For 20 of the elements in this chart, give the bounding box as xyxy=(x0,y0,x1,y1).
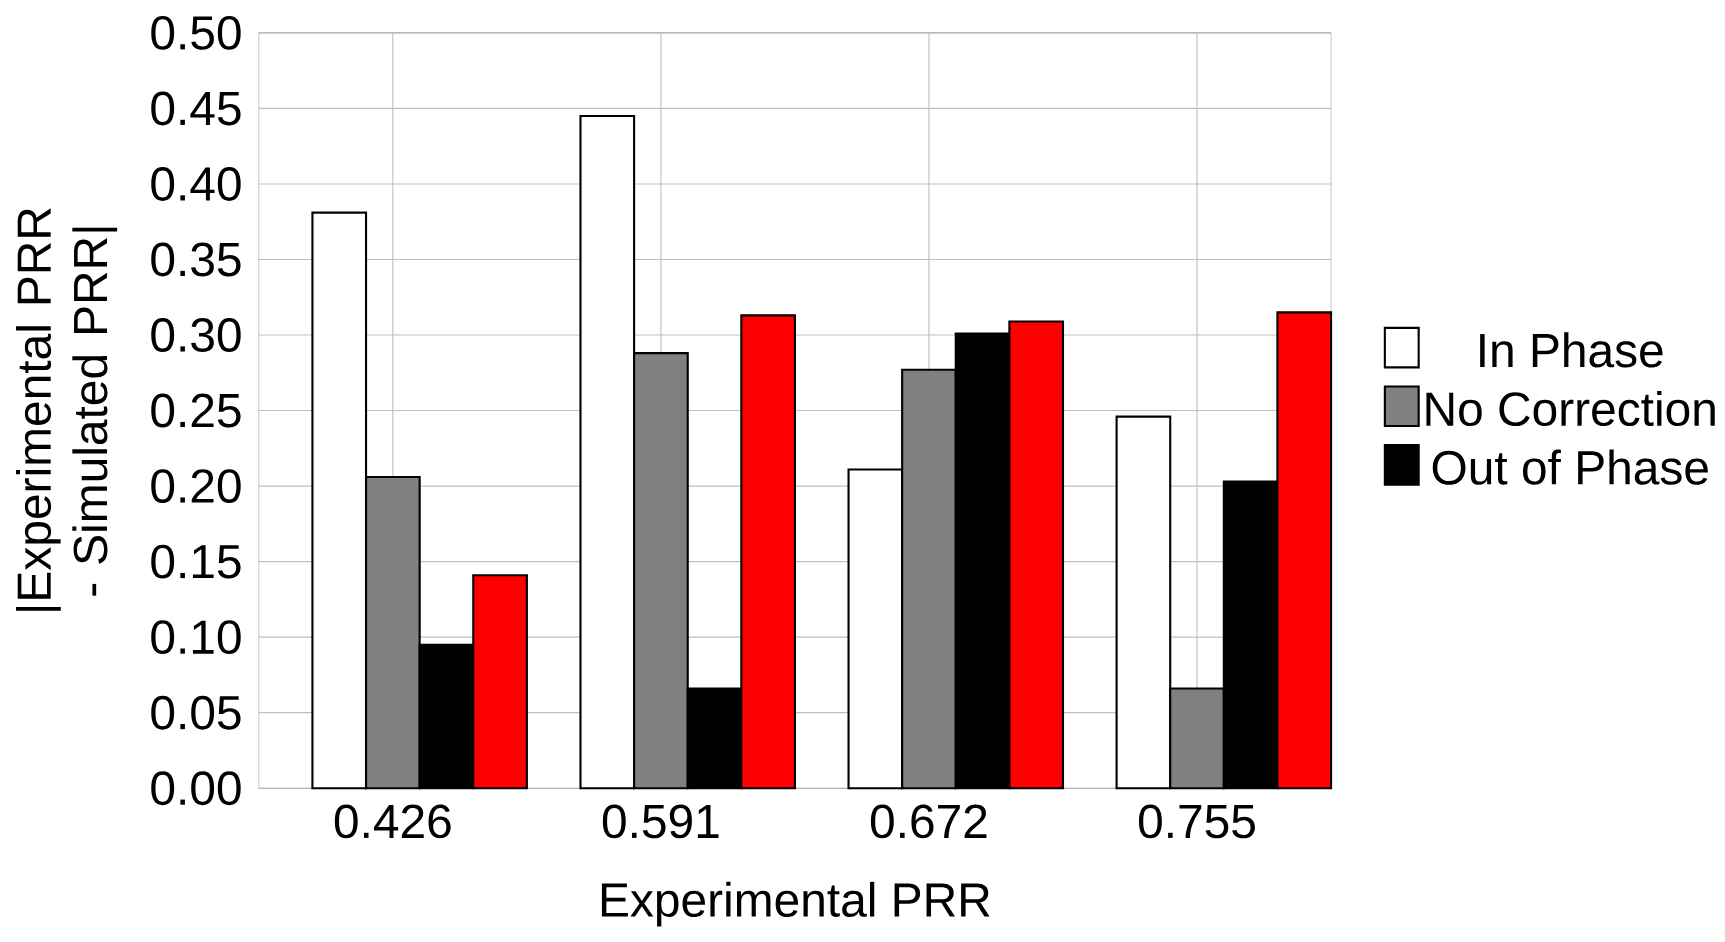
y-tick-label: 0.50 xyxy=(151,15,241,50)
y-axis-title: |Experimental PRR - Simulated PRR| xyxy=(15,208,118,611)
y-tick-label: 0.40 xyxy=(151,166,241,201)
y-tick-label: 0.05 xyxy=(151,695,241,730)
y-tick-label: 0.10 xyxy=(151,619,241,654)
legend-label: Out of Phase xyxy=(1432,449,1708,485)
x-tick-label: 0.591 xyxy=(602,804,719,839)
y-tick-label: 0.15 xyxy=(151,544,241,579)
y-tick-label: 0.20 xyxy=(151,468,241,503)
y-tick-label: 0.45 xyxy=(151,91,241,126)
legend-label: No Correction xyxy=(1426,390,1715,426)
x-axis-title: Experimental PRR xyxy=(601,881,990,927)
legend-label: In Phase xyxy=(1480,332,1663,368)
y-tick-label: 0.35 xyxy=(151,242,241,277)
y-tick-label: 0.30 xyxy=(151,317,241,352)
x-tick-label: 0.755 xyxy=(1138,804,1255,839)
y-tick-label: 0.00 xyxy=(151,771,241,805)
y-tick-label: 0.25 xyxy=(151,393,241,428)
x-tick-label: 0.672 xyxy=(870,804,987,839)
x-tick-label: 0.426 xyxy=(334,804,451,839)
